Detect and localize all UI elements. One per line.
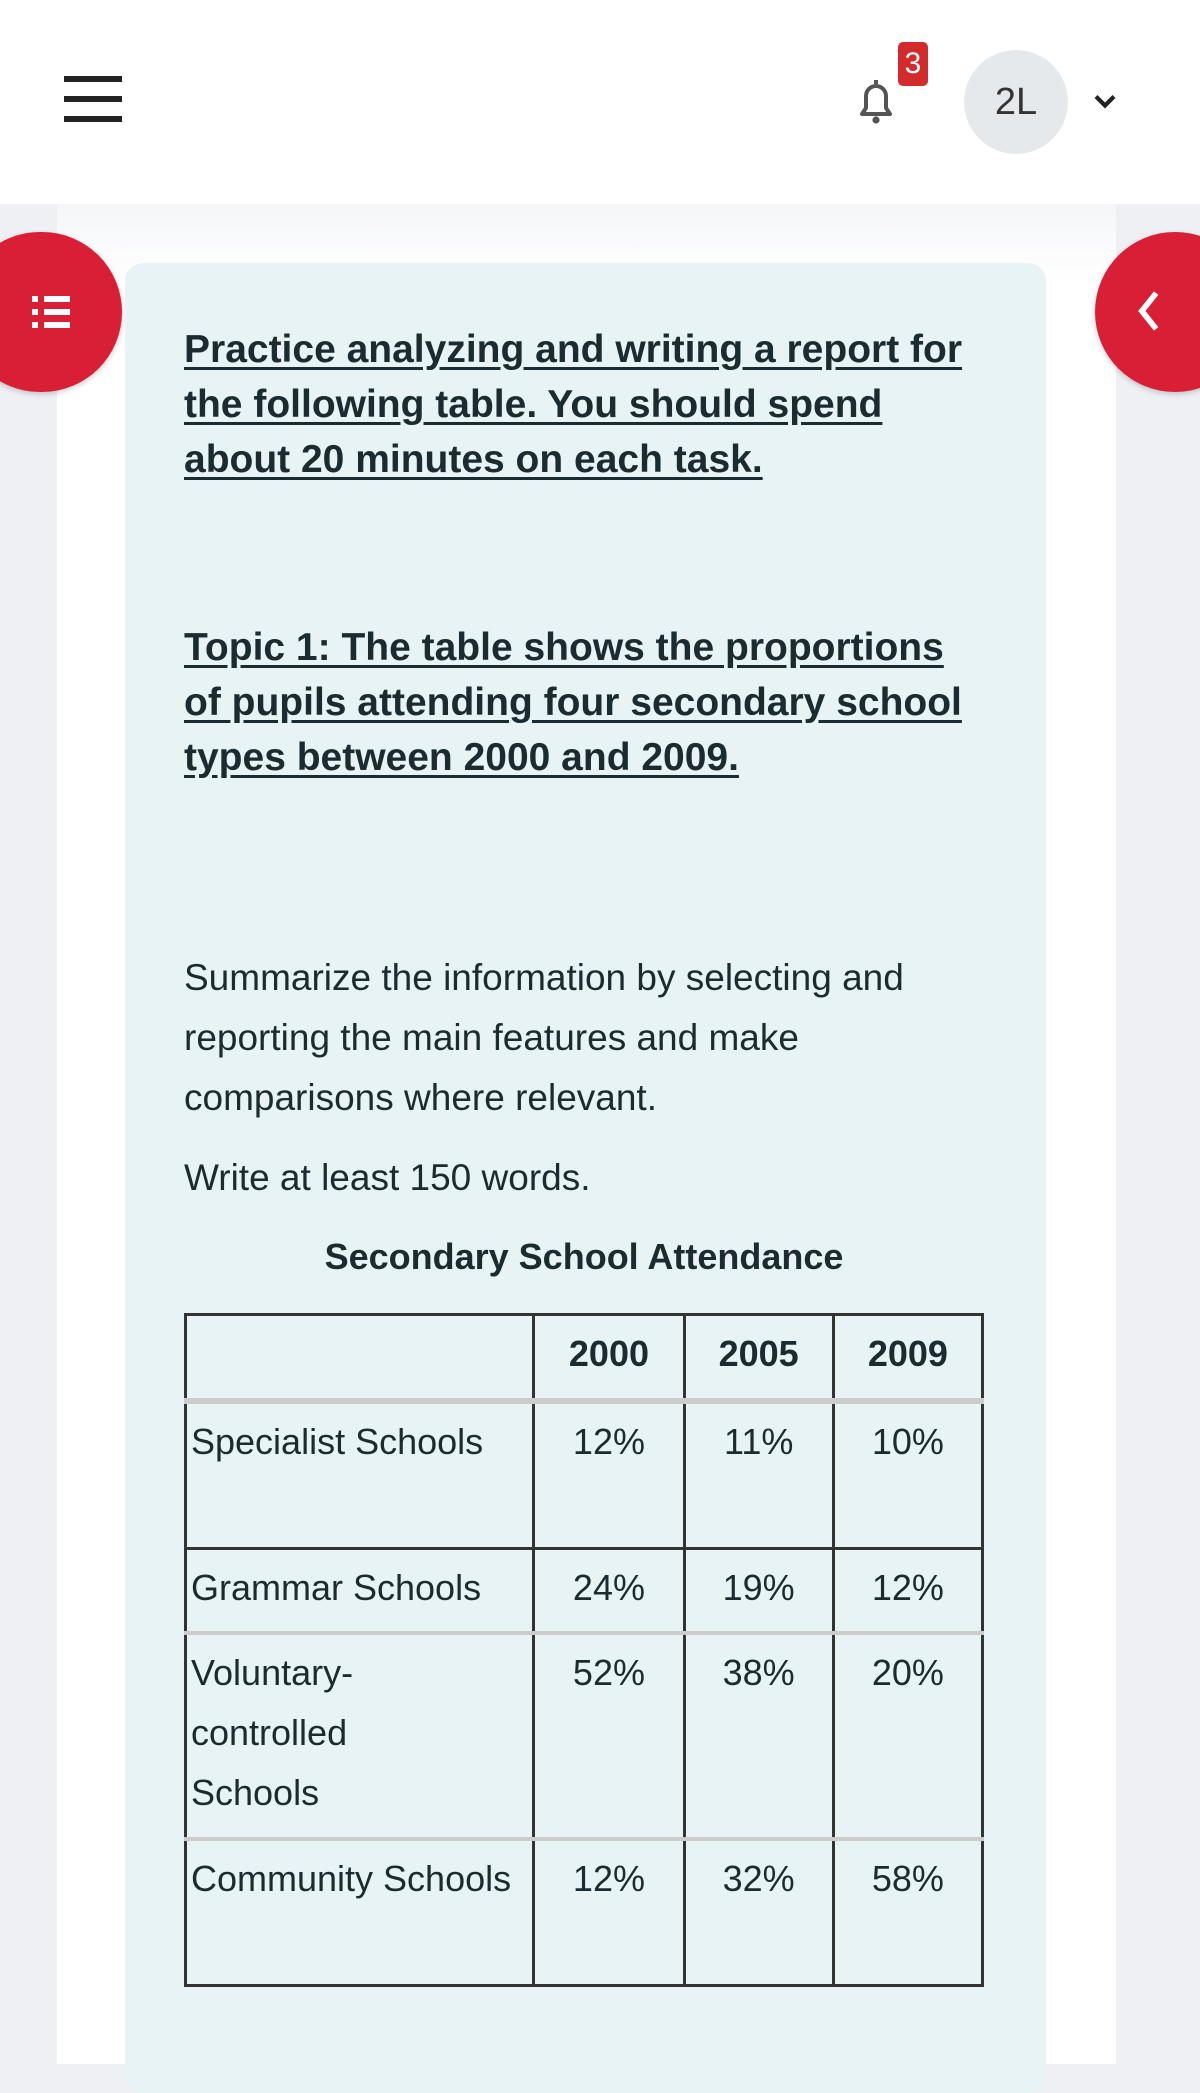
chevron-down-icon[interactable] — [1090, 86, 1120, 116]
row-label: Grammar Schools — [183, 1548, 536, 1635]
cell: 20% — [831, 1632, 985, 1841]
table-header-row: 2000 2005 2009 — [183, 1313, 985, 1404]
row-label: Specialist Schools — [183, 1400, 536, 1550]
row-label: Voluntary-controlled Schools — [183, 1632, 536, 1841]
top-bar: 3 2L — [0, 0, 1200, 204]
cell: 19% — [682, 1548, 835, 1635]
column-header: 2005 — [682, 1313, 835, 1404]
cell: 12% — [532, 1400, 686, 1550]
cell: 58% — [831, 1838, 985, 1987]
cell: 11% — [682, 1400, 835, 1550]
list-icon — [32, 296, 70, 328]
cell: 24% — [532, 1548, 686, 1635]
table-row: Grammar Schools 24% 19% 12% — [183, 1548, 985, 1635]
topic-heading: Topic 1: The table shows the proportions… — [184, 626, 962, 779]
cell: 12% — [831, 1548, 985, 1635]
cell: 32% — [682, 1838, 835, 1987]
attendance-table: 2000 2005 2009 Specialist Schools 12% 11… — [183, 1313, 985, 1987]
table-row: Community Schools 12% 32% 58% — [183, 1838, 985, 1987]
cell: 38% — [682, 1632, 835, 1841]
table-row: Voluntary-controlled Schools 52% 38% 20% — [183, 1632, 985, 1841]
bell-icon[interactable] — [852, 76, 900, 128]
instruction-heading: Practice analyzing and writing a report … — [184, 328, 963, 481]
column-header: 2009 — [831, 1313, 985, 1404]
avatar[interactable]: 2L — [964, 50, 1068, 154]
cell: 10% — [831, 1400, 985, 1550]
cell: 52% — [532, 1632, 686, 1841]
task-description: Summarize the information by selecting a… — [184, 957, 904, 1118]
column-header — [183, 1313, 536, 1404]
row-label: Community Schools — [183, 1838, 536, 1987]
cell: 12% — [532, 1838, 686, 1987]
menu-icon[interactable] — [64, 76, 122, 122]
word-count-note: Write at least 150 words. — [184, 1157, 591, 1198]
table-title: Secondary School Attendance — [324, 1236, 844, 1277]
table-row: Specialist Schools 12% 11% 10% — [183, 1400, 985, 1550]
notification-badge: 3 — [898, 42, 928, 86]
chevron-left-icon — [1138, 291, 1159, 331]
column-header: 2000 — [532, 1313, 686, 1404]
